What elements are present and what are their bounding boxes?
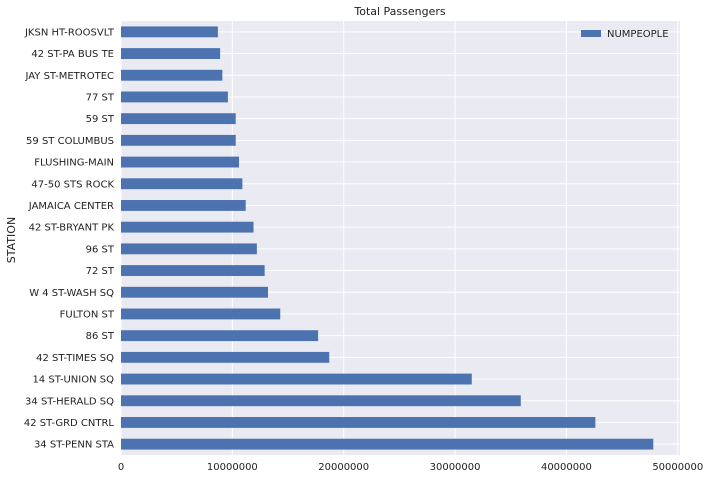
x-tick-label: 0 — [118, 462, 124, 473]
y-tick-label: 42 ST-BRYANT PK — [29, 223, 115, 234]
x-tick-label: 40000000 — [541, 462, 592, 473]
bar — [121, 243, 257, 255]
y-tick-label: 42 ST-TIMES SQ — [36, 353, 114, 364]
bar — [121, 91, 228, 103]
y-tick-label: JAMAICA CENTER — [28, 201, 114, 212]
y-tick-label: 14 ST-UNION SQ — [32, 375, 114, 386]
legend-label: NUMPEOPLE — [607, 29, 669, 40]
bars — [121, 26, 654, 450]
y-tick-label: FLUSHING-MAIN — [34, 158, 114, 169]
bar — [121, 330, 319, 342]
bar — [121, 156, 240, 168]
bar — [121, 438, 654, 450]
y-tick-label: 34 ST-HERALD SQ — [25, 396, 114, 407]
y-tick-label: 72 ST — [86, 266, 115, 277]
bar — [121, 351, 330, 363]
y-tick-label: 42 ST-PA BUS TE — [31, 49, 114, 60]
bar — [121, 26, 218, 38]
y-tick-label: 86 ST — [86, 331, 115, 342]
x-tick-labels: 0 10000000 20000000 30000000 40000000 5000000… — [118, 462, 703, 473]
y-axis-label: STATION — [5, 217, 18, 263]
bar — [121, 265, 265, 276]
bar — [121, 286, 268, 298]
y-tick-label: 34 ST-PENN STA — [34, 440, 114, 451]
y-tick-label: 59 ST COLUMBUS — [26, 136, 114, 147]
legend-swatch — [581, 30, 601, 37]
y-tick-label: W 4 ST-WASH SQ — [29, 288, 114, 299]
y-tick-label: FULTON ST — [60, 309, 115, 320]
y-tick-label: JAY ST-METROTEC — [24, 71, 114, 82]
x-tick-label: 30000000 — [430, 462, 481, 473]
bar — [121, 48, 221, 59]
legend: NUMPEOPLE — [581, 29, 669, 40]
plot-background — [121, 21, 680, 455]
y-tick-labels: 34 ST-PENN STA 42 ST-GRD CNTRL 34 ST-HERAL… — [24, 27, 115, 450]
bar — [121, 200, 246, 211]
x-tick-label: 50000000 — [652, 462, 703, 473]
bar — [121, 221, 254, 233]
y-tick-label: 96 ST — [86, 244, 115, 255]
y-tick-label: 42 ST-GRD CNTRL — [24, 418, 115, 429]
bar — [121, 69, 223, 81]
x-tick-label: 20000000 — [318, 462, 369, 473]
y-tick-label: 59 ST — [86, 114, 115, 125]
bar — [121, 395, 521, 407]
x-tick-label: 10000000 — [207, 462, 258, 473]
bar — [121, 308, 281, 320]
bar — [121, 113, 236, 125]
bar — [121, 373, 472, 385]
chart-title: Total Passengers — [353, 5, 446, 18]
y-tick-label: JKSN HT-ROOSVLT — [24, 27, 115, 38]
bar — [121, 417, 596, 428]
bar — [121, 134, 236, 146]
bar — [121, 178, 243, 190]
y-tick-label: 47-50 STS ROCK — [31, 179, 114, 190]
y-tick-label: 77 ST — [86, 92, 115, 103]
